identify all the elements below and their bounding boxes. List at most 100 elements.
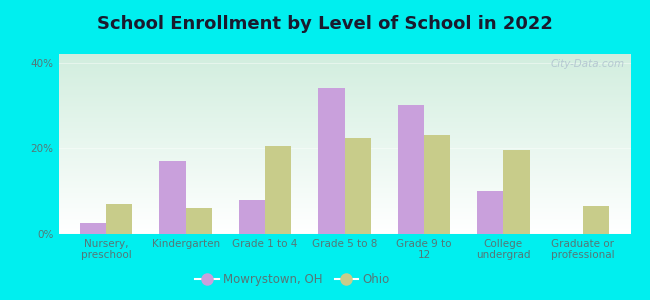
Bar <box>58 213 630 214</box>
Bar <box>58 109 630 110</box>
Bar <box>58 163 630 164</box>
Bar <box>58 58 630 59</box>
Bar <box>58 136 630 137</box>
Bar <box>58 230 630 231</box>
Bar <box>58 101 630 102</box>
Bar <box>58 233 630 234</box>
Bar <box>58 186 630 187</box>
Bar <box>58 95 630 96</box>
Bar <box>58 179 630 180</box>
Bar <box>58 175 630 176</box>
Bar <box>58 183 630 184</box>
Bar <box>58 140 630 141</box>
Bar <box>58 173 630 174</box>
Bar <box>477 191 503 234</box>
Bar <box>58 149 630 150</box>
Bar <box>58 139 630 140</box>
Bar <box>58 65 630 66</box>
Bar <box>58 223 630 224</box>
Bar <box>318 88 344 234</box>
Bar <box>58 215 630 216</box>
Bar <box>58 217 630 218</box>
Bar <box>58 171 630 172</box>
Bar <box>58 128 630 129</box>
Bar <box>58 112 630 113</box>
Bar <box>58 229 630 230</box>
Bar <box>58 148 630 149</box>
Bar <box>58 227 630 228</box>
Bar <box>58 160 630 161</box>
Bar <box>58 212 630 213</box>
Bar <box>58 74 630 75</box>
Bar <box>58 123 630 124</box>
Bar <box>58 164 630 165</box>
Bar <box>58 218 630 219</box>
Bar <box>58 216 630 217</box>
Bar <box>58 107 630 108</box>
Bar <box>58 170 630 171</box>
Bar <box>58 137 630 138</box>
Bar <box>58 124 630 125</box>
Bar <box>58 182 630 183</box>
Bar <box>58 201 630 202</box>
Bar <box>58 57 630 58</box>
Bar <box>80 223 106 234</box>
Bar <box>58 117 630 118</box>
Bar <box>58 187 630 188</box>
Bar <box>58 116 630 117</box>
Bar <box>58 214 630 215</box>
Bar <box>58 157 630 158</box>
Bar <box>58 168 630 169</box>
Bar <box>58 85 630 86</box>
Bar <box>58 190 630 191</box>
Bar <box>58 66 630 67</box>
Bar <box>58 177 630 178</box>
Bar <box>58 108 630 109</box>
Bar <box>58 172 630 173</box>
Bar <box>58 176 630 177</box>
Bar <box>58 209 630 210</box>
Bar <box>58 197 630 198</box>
Bar <box>265 146 291 234</box>
Bar <box>58 120 630 121</box>
Bar <box>58 88 630 89</box>
Bar <box>58 169 630 170</box>
Bar <box>58 64 630 65</box>
Bar <box>344 138 370 234</box>
Bar <box>58 202 630 203</box>
Bar <box>398 105 424 234</box>
Bar <box>58 221 630 222</box>
Bar <box>58 67 630 68</box>
Bar <box>58 184 630 185</box>
Bar <box>58 142 630 143</box>
Bar <box>159 161 186 234</box>
Bar <box>58 206 630 207</box>
Bar <box>58 61 630 62</box>
Bar <box>58 194 630 195</box>
Bar <box>58 73 630 74</box>
Bar <box>58 231 630 232</box>
Bar <box>58 193 630 194</box>
Bar <box>58 59 630 60</box>
Bar <box>58 188 630 189</box>
Bar <box>58 153 630 154</box>
Bar <box>58 126 630 127</box>
Bar <box>58 225 630 226</box>
Bar <box>58 121 630 122</box>
Bar <box>58 151 630 152</box>
Bar <box>58 192 630 193</box>
Bar <box>58 106 630 107</box>
Bar <box>58 154 630 155</box>
Bar <box>58 122 630 123</box>
Bar <box>58 115 630 116</box>
Bar <box>58 97 630 98</box>
Text: City-Data.com: City-Data.com <box>551 59 625 69</box>
Bar <box>58 144 630 145</box>
Bar <box>58 86 630 87</box>
Bar <box>58 127 630 128</box>
Bar <box>58 99 630 100</box>
Bar <box>58 94 630 95</box>
Bar <box>58 156 630 157</box>
Bar <box>239 200 265 234</box>
Bar <box>58 152 630 153</box>
